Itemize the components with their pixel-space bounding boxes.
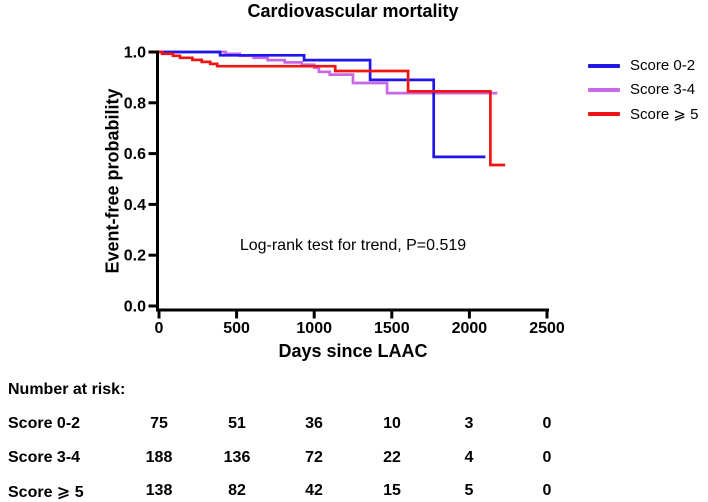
risk-count: 136 (223, 449, 251, 466)
risk-count: 4 (464, 449, 474, 466)
risk-count: 51 (228, 415, 246, 432)
chart-title: Cardiovascular mortality (247, 1, 459, 21)
risk-row-score-3-4: Score 3-4 188 136 72 22 4 0 (0, 449, 708, 468)
risk-count: 82 (228, 482, 246, 499)
legend-item-score-3-4: Score 3-4 (588, 80, 698, 99)
risk-count: 36 (305, 415, 323, 432)
risk-count: 75 (150, 415, 168, 432)
y-tick-label: 0.8 (124, 95, 146, 112)
risk-row-score-0-2: Score 0-2 75 51 36 10 3 0 (0, 415, 708, 434)
legend-line-swatch-violet (588, 87, 620, 92)
risk-count: 138 (145, 482, 173, 499)
y-tick-label: 0.2 (124, 248, 146, 265)
y-tick-label: 1.0 (124, 45, 146, 62)
km-curve-score-3-4 (159, 50, 498, 95)
legend-item-score-ge-5: Score ⩾ 5 (588, 104, 698, 123)
legend-line-swatch-blue (588, 63, 620, 68)
legend-label: Score ⩾ 5 (630, 105, 699, 123)
x-tick-label: 500 (223, 320, 250, 337)
km-curve-score-ge-5 (159, 50, 506, 167)
risk-count: 188 (145, 449, 173, 466)
risk-count: 3 (464, 415, 474, 432)
risk-count: 22 (383, 449, 401, 466)
risk-table-header: Number at risk: (8, 381, 126, 398)
km-plot: 0 500 1000 1500 2000 2500 1.0 0.8 0.6 0.4 0.2 0.0 (124, 45, 565, 338)
survival-curves (159, 50, 506, 167)
risk-row-score-ge-5: Score ⩾ 5 138 82 42 15 5 0 (0, 482, 708, 501)
x-tick-label: 1500 (374, 320, 410, 337)
risk-count: 42 (305, 482, 323, 499)
y-tick-label: 0.6 (124, 146, 146, 163)
legend-label: Score 0-2 (630, 57, 696, 74)
x-tick-label: 1000 (296, 320, 332, 337)
y-tick-label: 0.4 (124, 197, 146, 214)
risk-row-label: Score 3-4 (8, 449, 81, 466)
risk-row-label: Score ⩾ 5 (8, 484, 84, 501)
legend: Score 0-2 Score 3-4 Score ⩾ 5 (588, 56, 698, 128)
km-curve-score-0-2 (159, 50, 486, 159)
risk-count: 0 (542, 449, 552, 466)
y-tick-label: 0.0 (124, 299, 146, 316)
axis-ticks: 0 500 1000 1500 2000 2500 1.0 0.8 0.6 0.4 0.2 0.0 (124, 45, 565, 338)
x-tick-label: 2000 (452, 320, 488, 337)
risk-row-label: Score 0-2 (8, 415, 81, 432)
risk-count: 5 (464, 482, 474, 499)
x-axis-label: Days since LAAC (278, 341, 428, 361)
x-tick-label: 0 (155, 320, 164, 337)
legend-item-score-0-2: Score 0-2 (588, 56, 698, 75)
x-tick-label: 2500 (529, 320, 565, 337)
legend-line-swatch-red (588, 111, 620, 116)
risk-count: 0 (542, 482, 552, 499)
risk-count: 10 (383, 415, 401, 432)
logrank-annotation: Log-rank test for trend, P=0.519 (239, 237, 467, 254)
risk-count: 72 (305, 449, 323, 466)
risk-count: 15 (383, 482, 401, 499)
risk-count: 0 (542, 415, 552, 432)
legend-label: Score 3-4 (630, 81, 696, 98)
